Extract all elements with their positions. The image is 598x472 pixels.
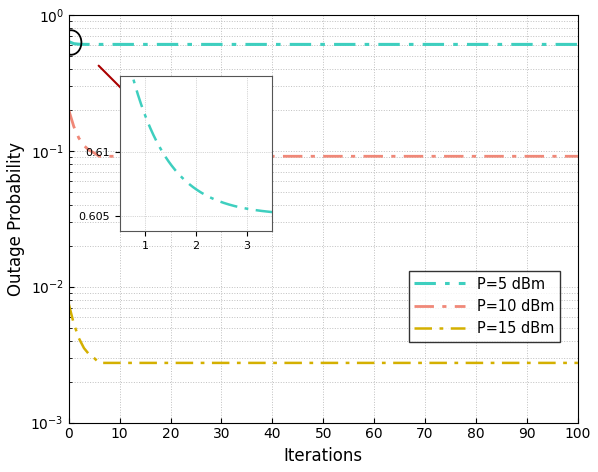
P=15 dBm bbox=[426, 360, 434, 366]
P=15 dBm bbox=[574, 360, 581, 366]
P=10 dBm bbox=[197, 153, 205, 159]
Line: P=15 dBm: P=15 dBm bbox=[69, 303, 578, 363]
P=15 dBm bbox=[65, 301, 72, 306]
P=5 dBm bbox=[376, 42, 383, 47]
Legend: P=5 dBm, P=10 dBm, P=15 dBm: P=5 dBm, P=10 dBm, P=15 dBm bbox=[408, 270, 560, 342]
P=5 dBm bbox=[426, 42, 434, 47]
Line: P=5 dBm: P=5 dBm bbox=[69, 42, 578, 44]
P=10 dBm bbox=[96, 153, 103, 159]
P=10 dBm bbox=[106, 153, 113, 159]
P=15 dBm bbox=[197, 360, 205, 366]
P=10 dBm bbox=[376, 153, 383, 159]
P=10 dBm bbox=[574, 153, 581, 159]
P=5 dBm bbox=[304, 42, 312, 47]
P=15 dBm bbox=[106, 360, 113, 366]
P=15 dBm bbox=[376, 360, 383, 366]
P=10 dBm bbox=[65, 107, 72, 113]
P=5 dBm bbox=[452, 42, 459, 47]
P=5 dBm bbox=[106, 42, 113, 47]
P=10 dBm bbox=[426, 153, 434, 159]
P=15 dBm bbox=[452, 360, 459, 366]
Y-axis label: Outage Probability: Outage Probability bbox=[7, 142, 25, 295]
P=10 dBm bbox=[452, 153, 459, 159]
P=15 dBm bbox=[304, 360, 312, 366]
P=15 dBm bbox=[96, 360, 103, 366]
P=10 dBm bbox=[304, 153, 312, 159]
Line: P=10 dBm: P=10 dBm bbox=[69, 110, 578, 156]
P=5 dBm bbox=[65, 39, 72, 44]
P=5 dBm bbox=[86, 42, 93, 47]
P=5 dBm bbox=[197, 42, 205, 47]
X-axis label: Iterations: Iterations bbox=[283, 447, 363, 465]
P=5 dBm bbox=[574, 42, 581, 47]
